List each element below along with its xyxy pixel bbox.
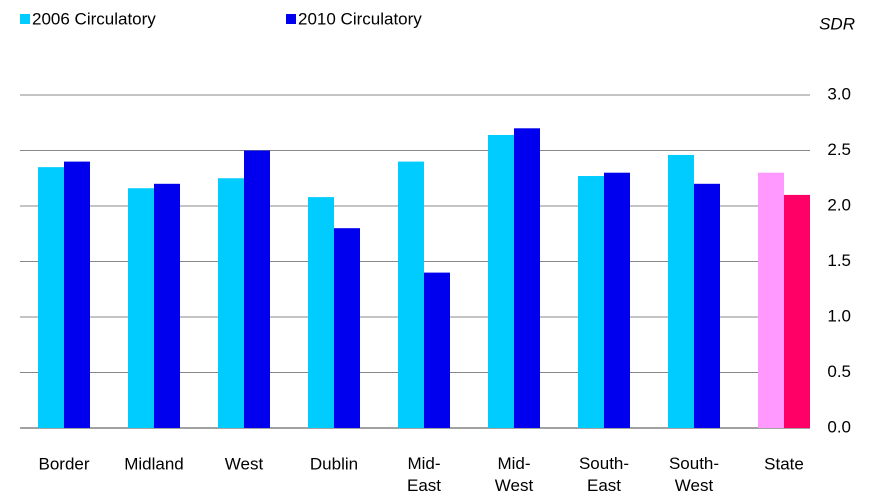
bar [668,154,694,428]
x-tick-label-line: West [495,476,534,494]
y-tick-label: 1.5 [827,251,851,270]
x-tick-label: Mid- West [495,454,534,494]
bar [218,178,244,428]
y-tick-label: 2.5 [827,140,851,159]
x-tick-label-line: Mid- [497,454,530,473]
x-tick-label: Dublin [310,454,358,473]
bar [604,172,630,428]
y-tick-label: 3.0 [827,84,851,103]
x-tick-label: Midland [124,454,184,473]
bar [38,167,64,428]
y-axis-label: SDR [819,14,855,33]
x-tick-label-line: East [407,476,441,494]
bar [784,194,810,428]
bar [694,183,720,428]
bar [154,183,180,428]
x-tick-label: State [764,454,804,473]
x-tick-label: South- West [669,454,719,494]
y-tick-label: 0.0 [827,417,851,436]
bar [758,172,784,428]
x-tick-label-line: South- [669,454,719,473]
x-tick-label: Mid- East [407,454,441,494]
x-tick-label-line: West [675,476,714,494]
bar [488,134,514,428]
bar [424,272,450,428]
bar [128,188,154,428]
bar [64,161,90,428]
x-tick-label-line: Mid- [407,454,440,473]
y-tick-label: 2.0 [827,195,851,214]
y-tick-label: 1.0 [827,306,851,325]
legend-label: 2006 Circulatory [32,9,156,28]
y-tick-label: 0.5 [827,362,851,381]
bar [334,228,360,428]
bar [308,197,334,428]
legend-swatch [286,14,296,24]
x-tick-label: West [225,454,264,473]
bar [514,128,540,429]
bar [398,161,424,428]
legend-label: 2010 Circulatory [298,9,422,28]
bar [578,176,604,428]
x-tick-label: Border [38,454,89,473]
legend-swatch [20,14,30,24]
x-tick-label: South- East [579,454,629,494]
x-tick-label-line: South- [579,454,629,473]
bar [244,150,270,428]
x-tick-label-line: East [587,476,621,494]
